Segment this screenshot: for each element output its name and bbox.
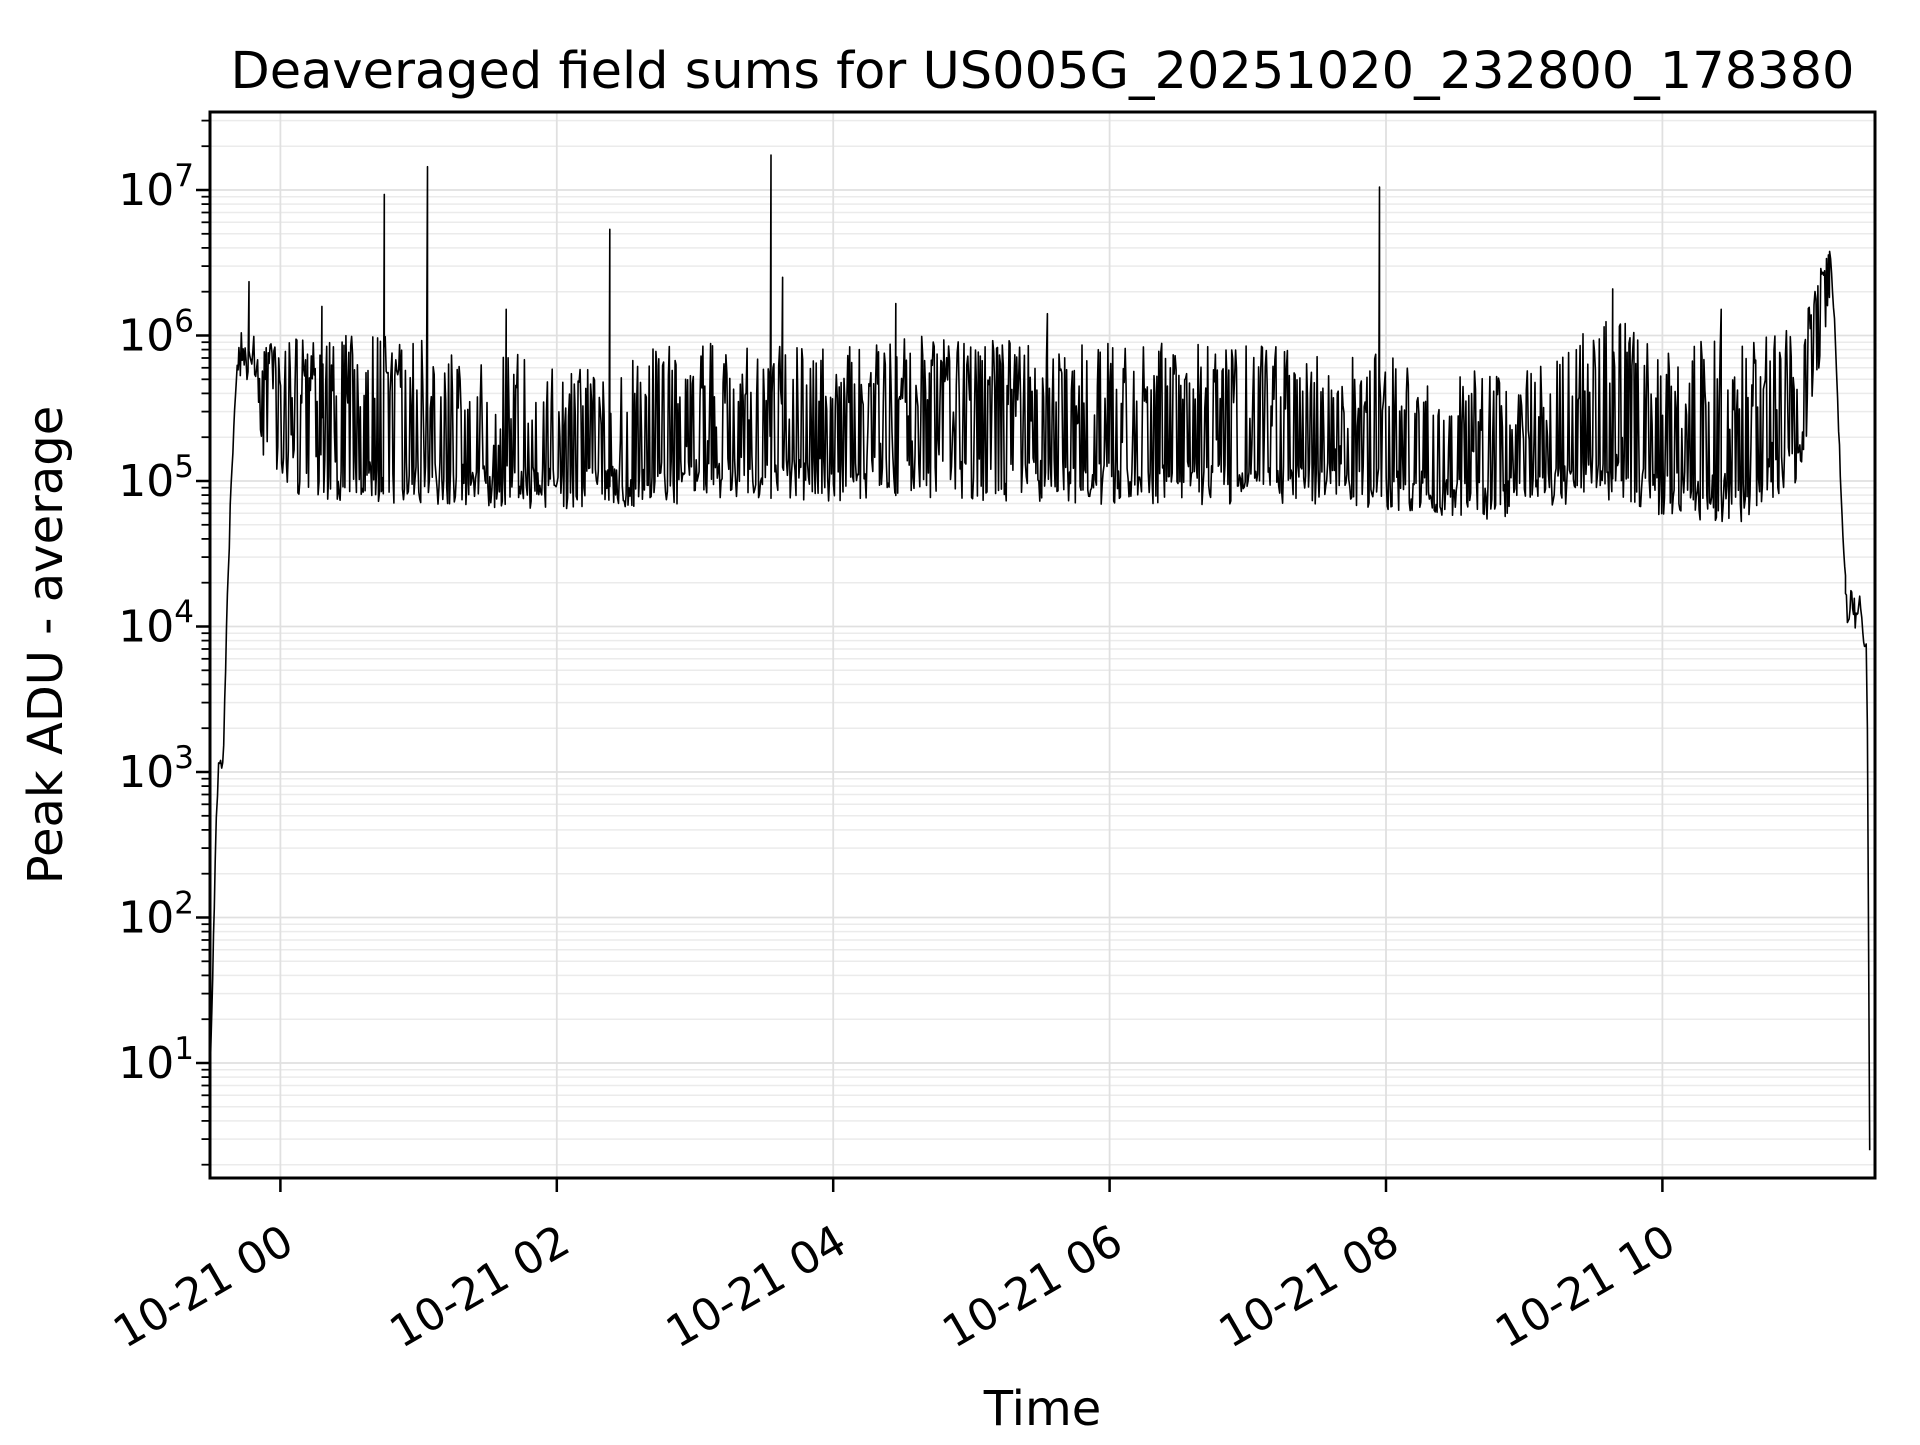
y-tick-base: 10 [118,747,174,798]
y-tick-label: 106 [118,304,194,362]
y-tick-base: 10 [118,893,174,944]
x-tick-label: 10-21 00 [105,1215,302,1358]
y-tick-label: 103 [118,740,194,798]
y-tick-exponent: 6 [174,304,194,340]
y-tick-exponent: 5 [174,449,194,485]
y-tick-label: 104 [118,595,194,653]
x-tick-label: 10-21 06 [934,1215,1131,1358]
data-line [210,154,1871,1151]
y-tick-label: 105 [118,449,194,507]
y-tick-base: 10 [118,456,174,507]
y-tick-label: 102 [118,886,194,944]
chart-title: Deaveraged field sums for US005G_2025102… [231,42,1855,101]
x-tick-label: 10-21 08 [1211,1215,1408,1358]
y-tick-label: 107 [118,158,194,216]
y-tick-base: 10 [118,311,174,362]
x-axis-label: Time [983,1381,1101,1437]
y-tick-exponent: 2 [174,886,194,922]
x-tick-label: 10-21 10 [1487,1215,1684,1358]
y-tick-base: 10 [118,165,174,216]
y-tick-base: 10 [118,1038,174,1089]
y-tick-base: 10 [118,602,174,653]
y-tick-exponent: 7 [174,158,194,194]
x-tick-label: 10-21 02 [381,1215,578,1358]
y-axis-label: Peak ADU - average [18,406,74,885]
y-tick-exponent: 4 [174,595,194,631]
axes-spines [208,110,1877,1180]
y-tick-label: 101 [118,1031,194,1089]
y-tick-exponent: 1 [174,1031,194,1067]
x-tick-label: 10-21 04 [658,1215,855,1358]
y-tick-exponent: 3 [174,740,194,776]
